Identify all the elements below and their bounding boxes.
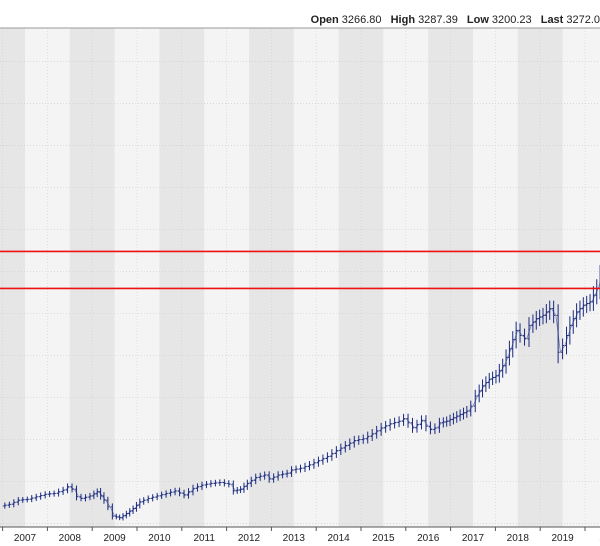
year-band (0, 28, 25, 527)
x-tick-label-2016: 2016 (417, 533, 440, 544)
low-label: Low (466, 14, 489, 26)
open-label: Open (310, 14, 339, 26)
ohlc-readout: Open 3266.80 High 3287.39 Low 3200.23 Last 3… (305, 14, 600, 26)
x-tick-label-2015: 2015 (372, 533, 395, 544)
last-value: 3272.0 (566, 14, 600, 26)
ohlc-header: Open 3266.80 High 3287.39 Low 3200.23 Last 3… (0, 0, 600, 28)
x-tick-label-2019: 2019 (551, 533, 574, 544)
x-tick-label-2018: 2018 (507, 533, 530, 544)
year-band (562, 28, 600, 527)
x-tick-label-2010: 2010 (148, 533, 171, 544)
x-tick-label-2017: 2017 (462, 533, 485, 544)
open-value: 3266.80 (341, 14, 382, 26)
x-tick-label-2013: 2013 (283, 533, 306, 544)
high-label: High (390, 14, 416, 26)
x-tick-label-2009: 2009 (103, 533, 126, 544)
high-value: 3287.39 (418, 14, 458, 26)
x-tick-label-2007: 2007 (14, 533, 37, 544)
x-tick-label-2012: 2012 (238, 533, 261, 544)
price-series-line (2, 280, 600, 519)
x-tick-label-2011: 2011 (193, 533, 215, 544)
last-label: Last (540, 14, 564, 26)
x-tick-label-2008: 2008 (59, 533, 82, 544)
x-tick-label-2014: 2014 (327, 533, 350, 544)
low-value: 3200.23 (491, 14, 532, 26)
